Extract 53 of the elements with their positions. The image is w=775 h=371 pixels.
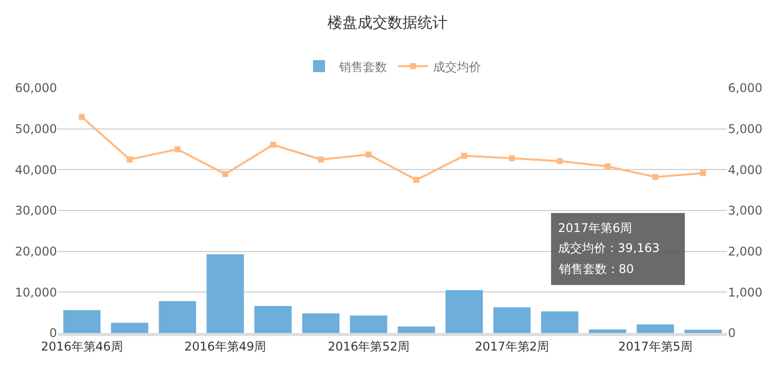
point bbox=[222, 171, 228, 178]
bar bbox=[254, 306, 292, 333]
legend-label: 成交均价 bbox=[433, 60, 481, 74]
y2-tick-label: 3,000 bbox=[728, 204, 762, 218]
y2-tick-label: 6,000 bbox=[728, 81, 762, 96]
bar bbox=[541, 311, 578, 333]
y-tick-label: 0 bbox=[49, 326, 57, 340]
y-tick-label: 40,000 bbox=[15, 162, 57, 177]
bar bbox=[684, 330, 722, 333]
y-tick-label: 10,000 bbox=[15, 285, 57, 300]
point bbox=[461, 152, 468, 159]
annotation: 成交均价 : 39,163 bbox=[558, 241, 660, 255]
y-tick-label: 20,000 bbox=[15, 244, 57, 259]
bar bbox=[493, 307, 531, 333]
y2-tick-label: 4,000 bbox=[728, 162, 762, 177]
y2-tick-label: 0 bbox=[728, 326, 736, 340]
point bbox=[508, 155, 515, 162]
annotation: 销售套数 : 80 bbox=[558, 262, 634, 276]
bar bbox=[398, 326, 436, 333]
point bbox=[78, 114, 85, 120]
point bbox=[366, 152, 372, 158]
x-tick-label: 2017年第5周 bbox=[618, 339, 692, 354]
x-tick-label: 2016年第46周 bbox=[40, 339, 123, 354]
bar bbox=[636, 324, 674, 333]
bar bbox=[350, 315, 388, 333]
point bbox=[700, 170, 706, 176]
bar bbox=[588, 329, 626, 333]
point bbox=[174, 146, 180, 152]
point bbox=[604, 163, 611, 170]
y-tick-label: 60,000 bbox=[15, 81, 57, 96]
y2-tick-label: 1,000 bbox=[728, 285, 762, 300]
x-tick-label: 2017年第2周 bbox=[474, 339, 550, 354]
y2-tick-label: 2,000 bbox=[728, 244, 762, 259]
x-tick-label: 2016年第52周 bbox=[328, 339, 410, 354]
point bbox=[652, 174, 658, 180]
bar bbox=[302, 313, 340, 333]
bar bbox=[111, 322, 148, 333]
y2-tick-label: 5,000 bbox=[728, 122, 762, 136]
point bbox=[413, 176, 420, 183]
bar bbox=[158, 301, 196, 333]
bar bbox=[63, 310, 101, 333]
x-tick-label: 2016年第49周 bbox=[184, 339, 266, 354]
point bbox=[126, 156, 133, 162]
point bbox=[318, 156, 324, 162]
point bbox=[270, 142, 276, 148]
y-tick-label: 50,000 bbox=[15, 122, 57, 136]
annotation: 2017年第6周 bbox=[558, 221, 632, 235]
point bbox=[556, 158, 563, 164]
chart-title: 楼盘成交数据统计 bbox=[328, 14, 448, 32]
bar bbox=[446, 290, 483, 333]
legend-label: 销售套数 bbox=[338, 60, 387, 74]
y-tick-label: 30,000 bbox=[15, 204, 57, 218]
bar bbox=[206, 254, 244, 333]
